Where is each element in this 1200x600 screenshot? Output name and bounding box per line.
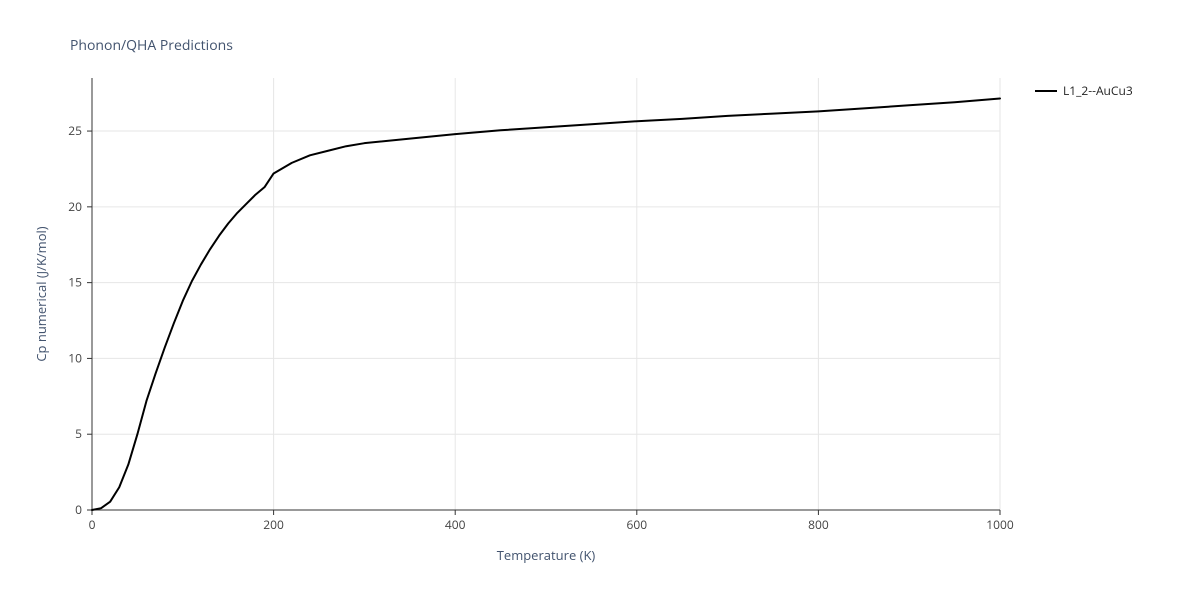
y-tick-label: 10 (68, 349, 82, 366)
series-line (92, 98, 1000, 510)
legend-series-line (1035, 90, 1057, 92)
x-tick-label: 400 (445, 516, 466, 533)
y-axis-label: Cp numerical (J/K/mol) (32, 78, 50, 510)
y-tick-label: 0 (75, 501, 82, 518)
x-tick-label: 800 (808, 516, 829, 533)
x-tick-label: 0 (89, 516, 96, 533)
x-tick-label: 200 (263, 516, 284, 533)
chart-container: Phonon/QHA Predictions 02004006008001000… (0, 0, 1200, 600)
x-tick-label: 600 (627, 516, 648, 533)
legend: L1_2--AuCu3 (1035, 82, 1133, 99)
x-tick-label: 1000 (986, 516, 1014, 533)
legend-series-label: L1_2--AuCu3 (1063, 82, 1133, 99)
plot-area: 0 200 400 600 800 1000 0 5 10 15 20 25 (40, 74, 1020, 540)
y-tick-label: 15 (68, 274, 82, 291)
y-tick-label: 20 (68, 198, 82, 215)
x-axis-label: Temperature (K) (92, 546, 1000, 564)
y-tick-label: 5 (75, 425, 82, 442)
chart-title: Phonon/QHA Predictions (70, 36, 233, 55)
y-tick-label: 25 (68, 122, 82, 139)
